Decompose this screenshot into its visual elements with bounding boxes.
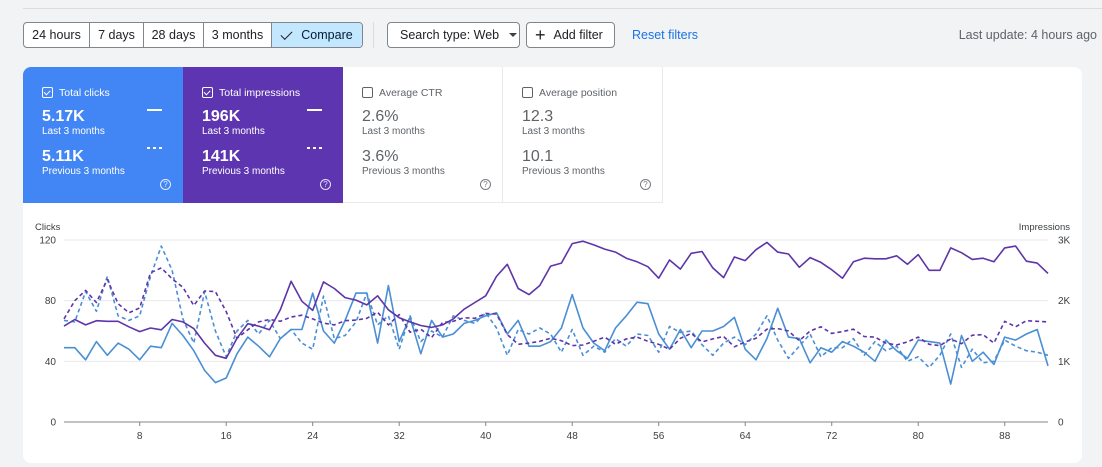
metric-title: Average position <box>539 86 618 99</box>
help-icon[interactable]: ? <box>160 179 171 190</box>
metric-value: 5.17K <box>42 108 85 125</box>
left-tick-label: 40 <box>45 357 57 368</box>
metric-value: 196K <box>202 108 241 125</box>
left-tick-label: 120 <box>39 236 56 247</box>
chart-series <box>63 240 1049 385</box>
solid-line-legend-icon <box>147 109 162 111</box>
x-tick-label: 56 <box>653 431 665 442</box>
x-tick-label: 80 <box>913 431 925 442</box>
metric-previous-period-label: Previous 3 months <box>362 166 445 177</box>
chart-gridlines <box>64 239 1048 423</box>
right-tick-label: 1K <box>1058 357 1071 368</box>
search-type-dropdown[interactable]: Search type: Web <box>387 22 520 48</box>
right-tick-label: 0 <box>1058 418 1064 429</box>
metric-previous-value: 3.6% <box>362 148 399 165</box>
clicks-prev-line <box>63 245 1049 369</box>
left-axis-label: Clicks <box>35 222 61 233</box>
range-3-months[interactable]: 3 months <box>204 23 272 47</box>
metric-total-clicks[interactable]: Total clicks 5.17K Last 3 months 5.11K P… <box>23 67 183 203</box>
x-tick-label: 72 <box>826 431 838 442</box>
metric-period-label: Last 3 months <box>522 126 585 137</box>
right-tick-label: 2K <box>1058 296 1071 307</box>
checkbox-unchecked-icon[interactable] <box>522 87 533 98</box>
metric-value: 12.3 <box>522 108 554 125</box>
left-tick-label: 80 <box>45 296 57 307</box>
toolbar-divider <box>373 22 374 48</box>
date-range-selector: 24 hours 7 days 28 days 3 months Compare <box>23 22 363 48</box>
solid-line-legend-icon <box>307 109 322 111</box>
right-axis-label: Impressions <box>1019 222 1070 233</box>
x-tick-label: 8 <box>137 431 143 442</box>
metric-period-label: Last 3 months <box>362 126 425 137</box>
left-tick-label: 0 <box>50 418 56 429</box>
x-tick-label: 40 <box>480 431 492 442</box>
range-24-hours[interactable]: 24 hours <box>24 23 90 47</box>
help-icon[interactable]: ? <box>320 179 331 190</box>
search-type-label: Search type: Web <box>400 28 500 42</box>
x-tick-label: 64 <box>740 431 752 442</box>
help-icon[interactable]: ? <box>640 179 651 190</box>
metric-value: 2.6% <box>362 108 399 125</box>
metric-previous-value: 10.1 <box>522 148 554 165</box>
last-update-text: Last update: 4 hours ago <box>958 28 1097 42</box>
x-axis-ticks: 8 16 24 32 40 48 56 64 72 80 88 <box>137 422 1011 442</box>
add-filter-button[interactable]: + Add filter <box>526 22 615 48</box>
metric-previous-value: 5.11K <box>42 148 84 165</box>
metric-title: Total clicks <box>59 86 110 99</box>
metric-title: Total impressions <box>219 86 301 99</box>
x-tick-label: 16 <box>221 431 233 442</box>
metric-period-label: Last 3 months <box>202 126 265 137</box>
plus-icon: + <box>535 25 546 45</box>
x-tick-label: 48 <box>567 431 579 442</box>
right-axis-ticks: 0 1K 2K 3K <box>1058 236 1071 429</box>
range-28-days[interactable]: 28 days <box>144 23 204 47</box>
metric-previous-period-label: Previous 3 months <box>42 166 125 177</box>
checkmark-icon <box>280 27 293 40</box>
right-tick-label: 3K <box>1058 236 1071 247</box>
metric-average-position[interactable]: Average position 12.3 Last 3 months 10.1… <box>503 67 663 203</box>
add-filter-label: Add filter <box>553 28 603 42</box>
caret-down-icon <box>509 33 518 37</box>
top-divider <box>23 8 1102 9</box>
metric-previous-period-label: Previous 3 months <box>202 166 285 177</box>
impressions-prev-line <box>63 267 1049 350</box>
clicks-last-line <box>64 284 1049 385</box>
metric-period-label: Last 3 months <box>42 126 105 137</box>
dashed-line-legend-icon <box>307 147 322 149</box>
metric-previous-period-label: Previous 3 months <box>522 166 605 177</box>
metric-previous-value: 141K <box>202 148 241 165</box>
left-axis-ticks: 0 40 80 120 <box>39 236 56 429</box>
checkbox-checked-icon[interactable] <box>202 87 213 98</box>
dashed-line-legend-icon <box>147 147 162 149</box>
checkbox-unchecked-icon[interactable] <box>362 87 373 98</box>
metric-average-ctr[interactable]: Average CTR 2.6% Last 3 months 3.6% Prev… <box>343 67 503 203</box>
x-tick-label: 24 <box>307 431 319 442</box>
x-tick-label: 32 <box>394 431 406 442</box>
metric-total-impressions[interactable]: Total impressions 196K Last 3 months 141… <box>183 67 343 203</box>
range-compare[interactable]: Compare <box>272 23 362 47</box>
x-tick-label: 88 <box>999 431 1011 442</box>
range-7-days[interactable]: 7 days <box>90 23 144 47</box>
impressions-last-line <box>63 240 1049 360</box>
help-icon[interactable]: ? <box>480 179 491 190</box>
performance-chart[interactable]: Clicks Impressions 0 40 80 120 0 1K 2K 3K 8 16 2… <box>23 217 1082 457</box>
checkbox-checked-icon[interactable] <box>42 87 53 98</box>
reset-filters-link[interactable]: Reset filters <box>632 28 698 42</box>
metric-title: Average CTR <box>379 86 443 99</box>
performance-card: Total clicks 5.17K Last 3 months 5.11K P… <box>23 67 1082 463</box>
